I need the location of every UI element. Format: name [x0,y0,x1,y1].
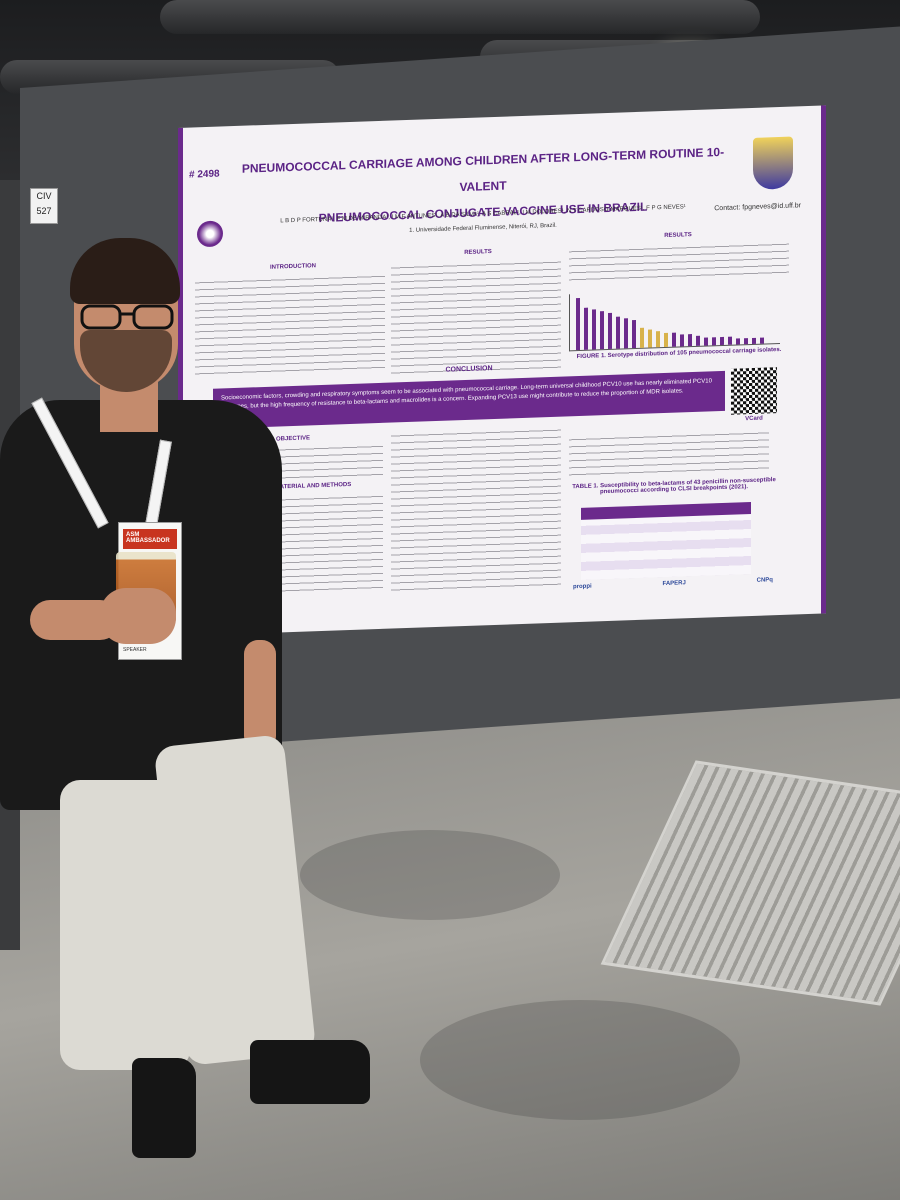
chart-bar [720,336,724,346]
badge-ribbon: ASM AMBASSADOR [123,529,177,549]
sponsor-logo: FAPERJ [662,580,686,588]
chart-bar [712,337,716,346]
table-caption: TABLE 1. Susceptibility to beta-lactams … [572,477,776,496]
person-left-arm [30,600,120,640]
person-left-shoe [132,1058,196,1158]
chart-bar [584,307,588,350]
glasses-icon [80,304,174,330]
conclusion-banner: CONCLUSION Socioeconomic factors, crowdi… [213,365,725,429]
chart-bar [616,316,620,349]
chart-bar [696,335,700,346]
susceptibility-table [581,501,751,580]
booth-label-line1: CIV [36,191,52,201]
person-hair [70,238,180,304]
chart-bar [744,338,748,345]
booth-number-label: CIV 527 [30,188,58,224]
results-right-text [569,240,789,285]
results-text [391,258,561,375]
booth-label-line2: 527 [36,206,52,216]
person-right-arm [244,640,276,750]
qr-label: VCard [745,415,763,423]
sponsor-logos: proppi FAPERJ CNPq [573,577,773,598]
chart-bar [704,337,708,346]
chart-bar [672,332,676,347]
results-lower-text [391,426,561,593]
person-right-shoe [250,1040,370,1104]
badge-role: SPEAKER [123,647,147,653]
results-right-lower-text [569,429,769,477]
floor-stain [420,1000,740,1120]
qr-code[interactable] [731,367,777,415]
chart-bar [736,338,740,345]
ceiling-duct [160,0,760,34]
introduction-text [195,272,385,380]
sponsor-logo: CNPq [756,577,773,584]
chart-bar [640,327,644,348]
sponsor-logo: proppi [573,583,592,591]
university-crest-icon [753,136,793,190]
institution-logo-icon [197,220,223,248]
chart-bar [576,297,580,351]
chart-bar [760,337,764,344]
chart-bar [688,334,692,347]
chart-bar [624,318,628,349]
conclusion-text: Socioeconomic factors, crowding and resp… [221,378,712,411]
poster-number: # 2498 [189,168,220,181]
section-results-right: RESULTS [664,232,692,240]
chart-bar [648,329,652,348]
table-header [581,501,751,520]
section-results: RESULTS [464,249,492,257]
section-introduction: INTRODUCTION [270,263,316,271]
chart-bar [592,309,596,350]
chart-bar [600,311,604,350]
badge-ribbon-text: ASM AMBASSADOR [126,532,170,544]
chart-bar [608,312,612,349]
chart-bar [752,337,756,344]
chart-bar [680,334,684,347]
floor-stain [300,830,560,920]
serotype-bar-chart [569,286,780,352]
chart-bar [728,336,732,345]
chart-bar [656,331,660,348]
chart-bar [632,320,636,349]
chart-bar [664,332,668,348]
